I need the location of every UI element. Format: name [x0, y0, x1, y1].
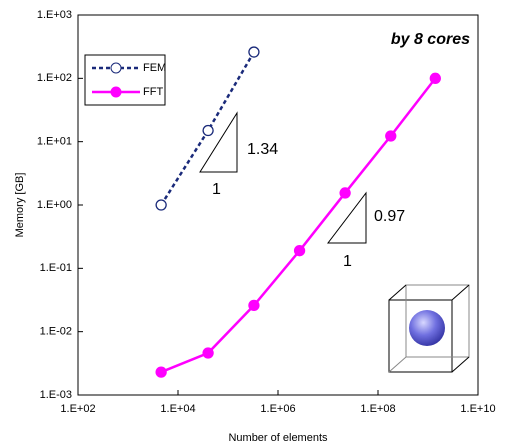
cube-icon	[389, 285, 469, 372]
chart: by 8 cores 1.34 1 0.97 1 Number of eleme…	[0, 0, 512, 448]
y-tick-label: 1.E+00	[37, 199, 72, 211]
data-point	[203, 126, 213, 136]
legend-marker	[111, 63, 121, 73]
y-tick-label: 1.E+01	[37, 136, 72, 148]
x-axis-label: Number of elements	[228, 432, 328, 444]
y-tick-label: 1.E+02	[37, 72, 72, 84]
data-point	[249, 47, 259, 57]
legend-marker	[111, 87, 121, 97]
data-point	[430, 73, 440, 83]
legend-label: FEM	[143, 62, 166, 74]
data-point	[156, 367, 166, 377]
data-point	[295, 246, 305, 256]
slope-triangle	[328, 193, 366, 243]
data-point	[156, 200, 166, 210]
y-tick-label: 1.E-02	[40, 326, 72, 338]
data-point	[203, 348, 213, 358]
y-tick-label: 1.E-01	[40, 262, 72, 274]
legend-label: FFT	[143, 86, 163, 98]
annotation: 1	[343, 253, 352, 270]
data-point	[249, 300, 259, 310]
annotation: 1.34	[247, 141, 278, 158]
slope-triangle	[200, 113, 237, 172]
x-tick-label: 1.E+10	[460, 403, 495, 415]
annotation: by 8 cores	[391, 31, 470, 48]
annotation: 1	[212, 181, 221, 198]
x-tick-label: 1.E+06	[260, 403, 295, 415]
annotation: 0.97	[374, 208, 405, 225]
x-tick-label: 1.E+08	[360, 403, 395, 415]
y-tick-label: 1.E-03	[40, 389, 72, 401]
data-point	[340, 188, 350, 198]
x-tick-label: 1.E+04	[160, 403, 195, 415]
x-tick-label: 1.E+02	[60, 403, 95, 415]
y-axis-label: Memory [GB]	[14, 173, 26, 238]
y-tick-label: 1.E+03	[37, 9, 72, 21]
data-point	[386, 131, 396, 141]
